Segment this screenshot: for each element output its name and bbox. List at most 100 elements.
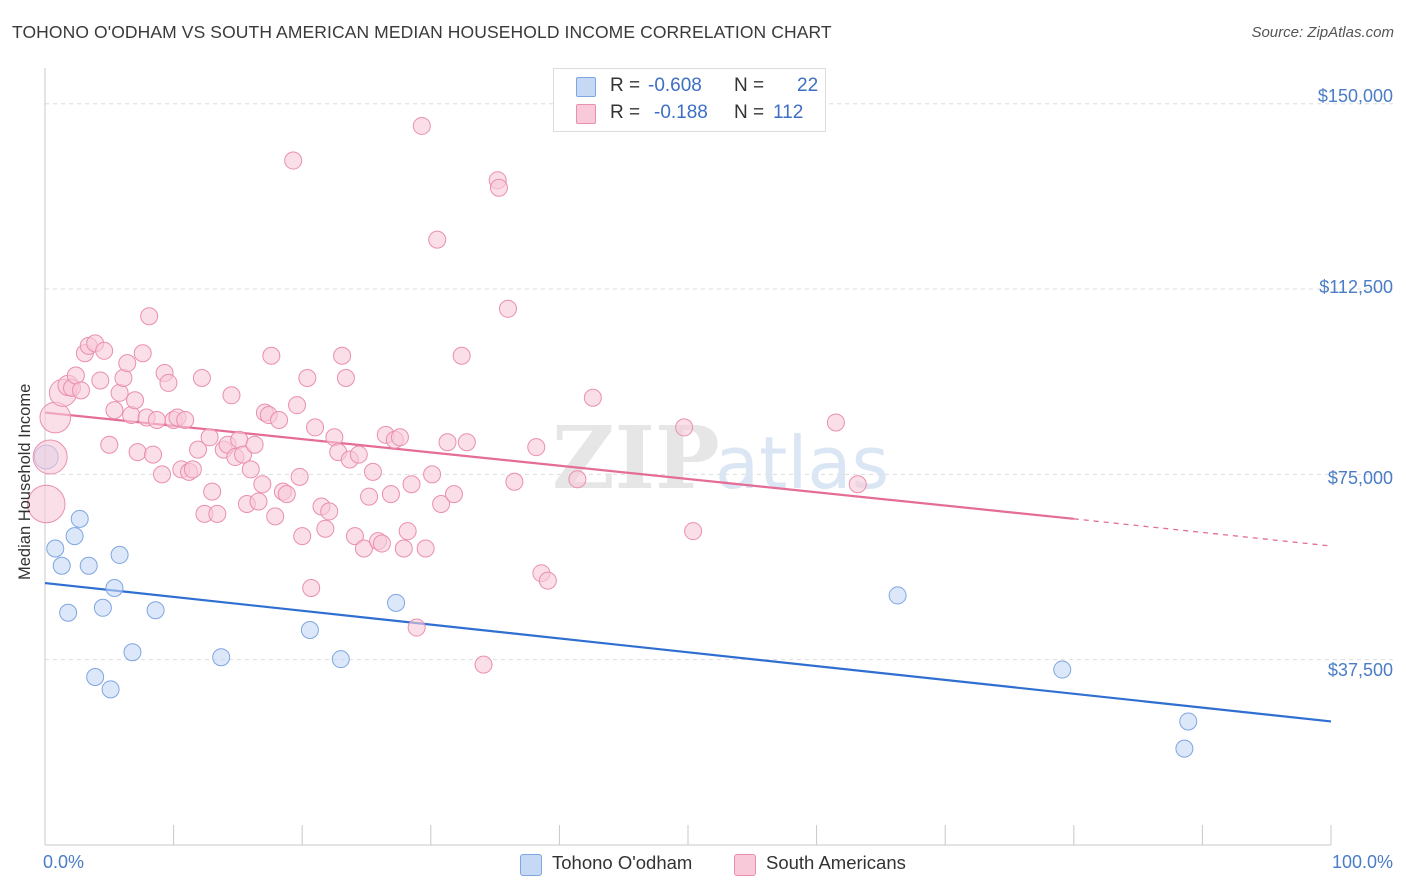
south-american-point [140, 307, 159, 326]
south-american-point [302, 579, 321, 598]
south-american-point [325, 428, 344, 447]
tohono-point [46, 539, 65, 558]
south-american-point [684, 522, 703, 541]
south-american-point [241, 460, 260, 479]
tohono-point [331, 650, 350, 669]
tohono-trend-line [44, 581, 1332, 723]
tohono-point [79, 556, 98, 575]
south-american-point [39, 401, 72, 434]
south-american-point [249, 492, 268, 511]
south-american-point [222, 386, 241, 405]
tohono-point [93, 598, 112, 617]
south-american-point [133, 344, 152, 363]
south-american-point [354, 539, 373, 558]
south-american-point [128, 443, 147, 462]
south-american-point [100, 435, 119, 454]
legend-r-label: R = [610, 75, 641, 96]
grid-lines [45, 103, 1393, 661]
bottom-legend-label: Tohono O'odham [552, 852, 693, 873]
south-american-point [444, 485, 463, 504]
south-american-point [262, 346, 281, 365]
y-tick-label-37500: $37,500 [1327, 660, 1393, 680]
south-american-point [288, 396, 307, 415]
y-tick-label-150000: $150,000 [1317, 86, 1393, 106]
south-american-point [110, 383, 129, 402]
chart-title: TOHONO O'ODHAM VS SOUTH AMERICAN MEDIAN … [12, 22, 832, 42]
tohono-point [387, 593, 406, 612]
south-american-point [407, 618, 426, 637]
south-american-point [390, 428, 409, 447]
south-american-point [505, 472, 524, 491]
south-american-point [290, 467, 309, 486]
south-american-point [203, 482, 222, 501]
tohono-point [52, 556, 71, 575]
tohono-point [65, 527, 84, 546]
tohono-point [123, 643, 142, 662]
south-american-point [126, 391, 145, 410]
y-tick-label-75000: $75,000 [1327, 468, 1393, 488]
south-american-point [363, 462, 382, 481]
tohono-point [212, 648, 231, 667]
south-american-point [270, 410, 289, 429]
south-american-point [192, 368, 211, 387]
tohono-point [105, 579, 124, 598]
tohono-point [146, 601, 165, 620]
south-american-point [27, 484, 66, 524]
south-american-point [826, 413, 845, 432]
south-american-trend-line [44, 411, 1074, 520]
bottom-legend-swatch-blue [520, 854, 542, 876]
south-american-point [349, 445, 368, 464]
south-american-point [277, 485, 296, 504]
south-american-point [336, 368, 355, 387]
south-american-point [144, 445, 163, 464]
south-american-point [457, 433, 476, 452]
south-american-point [568, 470, 587, 489]
south-american-point [848, 475, 867, 494]
south-american-trend-extension [1073, 518, 1332, 547]
south-american-point [432, 495, 451, 514]
tohono-point [101, 680, 120, 699]
tohono-point [1179, 712, 1198, 731]
data-points [27, 116, 1198, 758]
south-american-point [489, 178, 508, 197]
watermark-atlas: atlas [715, 421, 889, 505]
south-american-point [298, 368, 317, 387]
south-american-point [114, 368, 133, 387]
south-american-point [402, 475, 421, 494]
y-axis-label: Median Household Income [16, 383, 34, 580]
south-american-point [245, 435, 264, 454]
legend-n-value: 22 [797, 75, 819, 96]
south-american-point [95, 341, 114, 360]
south-american-point [306, 418, 325, 437]
south-american-point [394, 539, 413, 558]
south-american-point [234, 445, 253, 464]
south-american-point [428, 230, 447, 249]
south-american-point [345, 527, 364, 546]
tohono-point [59, 603, 78, 622]
south-american-point [474, 655, 493, 674]
legend-swatch-blue [576, 77, 596, 97]
south-american-point [159, 373, 178, 392]
south-american-point [284, 151, 303, 170]
south-american-point [412, 116, 431, 135]
south-american-point [91, 371, 110, 390]
south-american-point [583, 388, 602, 407]
legend-r-label: R = [610, 102, 641, 123]
watermark-zip: ZIP [552, 408, 720, 509]
south-american-point [176, 410, 195, 429]
x-tick-label-min: 0.0% [43, 852, 85, 872]
y-tick-label-112500: $112,500 [1319, 277, 1393, 297]
south-american-point [333, 346, 352, 365]
x-tick-label-max: 100.0% [1331, 852, 1393, 872]
south-american-point [200, 428, 219, 447]
south-american-point [266, 507, 285, 526]
trend-lines [44, 411, 1332, 723]
tohono-point [86, 667, 105, 686]
south-american-point [398, 522, 417, 541]
south-american-point [153, 465, 172, 484]
tohono-point [1053, 660, 1072, 679]
south-american-point [208, 504, 227, 523]
legend-n-value: 112 [773, 102, 804, 123]
source-label: Source: ZipAtlas.com [1251, 24, 1394, 41]
legend-swatch-pink [576, 104, 596, 124]
